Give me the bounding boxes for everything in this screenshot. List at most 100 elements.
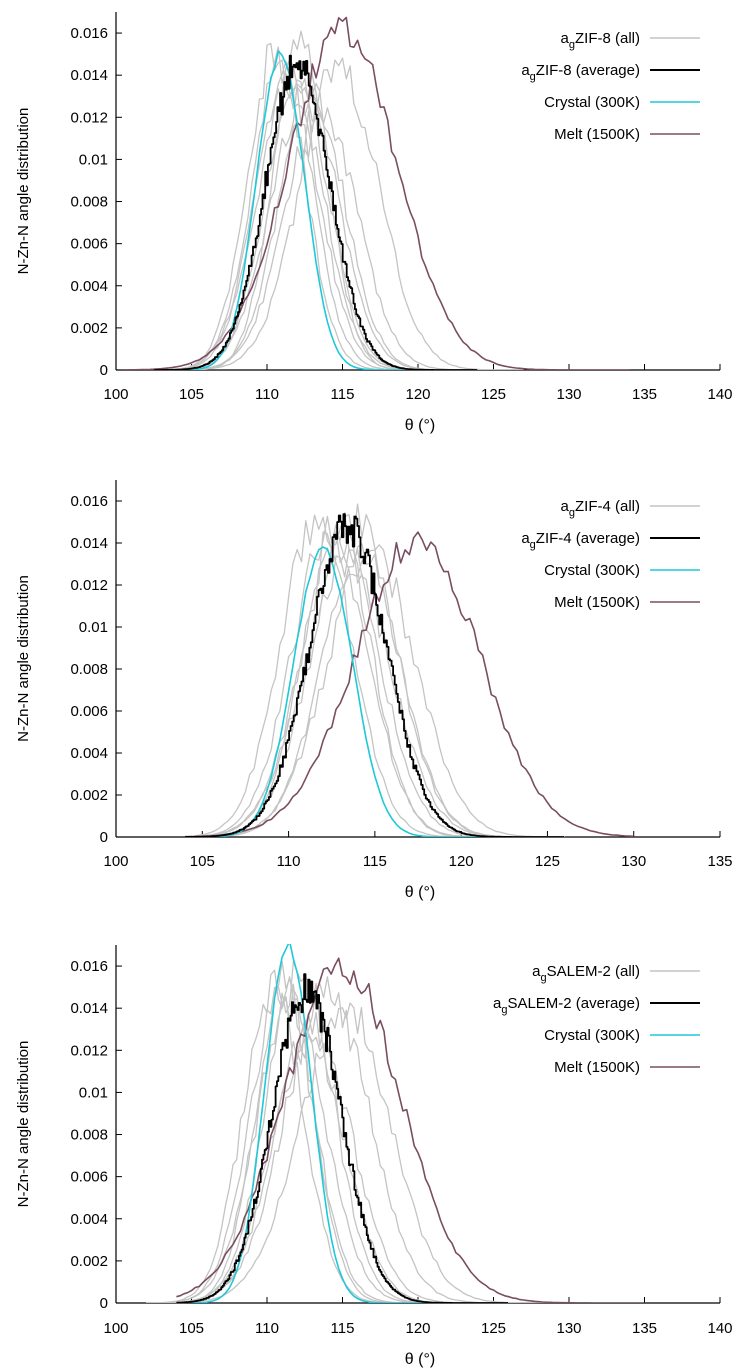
x-tick-label: 130	[556, 1320, 581, 1337]
series-line-average	[176, 973, 508, 1303]
legend-entry: agSALEM-2 (average)	[493, 995, 700, 1016]
x-axis-label: θ (°)	[405, 417, 435, 434]
legend: agSALEM-2 (all) agSALEM-2 (average) Crysta…	[493, 963, 700, 1076]
x-tick-label: 105	[179, 1320, 204, 1337]
y-tick-label: 0.014	[70, 67, 108, 84]
y-tick-label: 0	[100, 362, 108, 379]
legend-entry: Crystal (300K)	[544, 94, 700, 111]
x-tick-label: 115	[331, 1320, 355, 1337]
y-axis-label: N-Zn-N angle distribution	[15, 108, 32, 275]
y-tick-label: 0.016	[70, 958, 108, 975]
x-tick-label: 135	[632, 1320, 657, 1337]
series-line-all	[161, 976, 539, 1303]
x-tick-label: 120	[405, 386, 430, 403]
x-tick-label: 115	[331, 386, 355, 403]
legend-entry: agZIF-4 (all)	[561, 498, 700, 519]
y-tick-label: 0.004	[70, 745, 108, 762]
y-tick-label: 0.012	[70, 577, 108, 594]
x-tick-label: 125	[481, 386, 506, 403]
legend-label-prefix: a	[561, 30, 570, 47]
legend-label: agZIF-4 (average)	[521, 530, 640, 551]
y-tick-label: 0.008	[70, 194, 108, 211]
legend-label-text: Crystal (300K)	[544, 94, 640, 111]
x-tick-label: 135	[632, 386, 657, 403]
series-line-melt	[123, 16, 630, 370]
y-tick-label: 0.006	[70, 703, 108, 720]
legend-label-text: Crystal (300K)	[544, 562, 640, 579]
legend-label-subscript: g	[541, 972, 547, 984]
legend: agZIF-8 (all)agZIF-8 (average)Crystal (3…	[521, 30, 700, 143]
legend-label: Melt (1500K)	[554, 126, 640, 143]
y-tick-label: 0.006	[70, 1169, 108, 1186]
legend-entry: agZIF-4 (average)	[521, 530, 700, 551]
x-tick-label: 130	[556, 386, 581, 403]
y-tick-label: 0.004	[70, 1211, 108, 1228]
legend-label-subscript: g	[530, 539, 536, 551]
chart-panel-1: 100 105 110 115 120 125 130 135 140 0 0.002 0.004 0.…	[15, 12, 733, 434]
series-group	[146, 944, 645, 1303]
x-tick-label: 105	[179, 386, 204, 403]
x-axis-label: θ (°)	[405, 1351, 435, 1368]
y-tick-label: 0.002	[70, 320, 108, 337]
legend-entry: agSALEM-2 (all)	[532, 963, 700, 984]
series-line-all	[184, 514, 513, 837]
x-tick-label: 110	[255, 386, 279, 403]
legend-entry: Crystal (300K)	[544, 562, 700, 579]
y-tick-label: 0.01	[79, 1084, 108, 1101]
legend-entry: agZIF-8 (all)	[561, 30, 700, 51]
x-tick-label: 100	[103, 853, 128, 870]
legend-entry: Melt (1500K)	[554, 126, 700, 143]
chart-panel-2: 100 105 110 115 120 125 130 135 0 0.002 0.004 0.006…	[15, 480, 733, 901]
legend-label-text: ZIF-8 (average)	[536, 62, 640, 79]
x-tick-label: 130	[621, 853, 646, 870]
legend-label-text: Melt (1500K)	[554, 1059, 640, 1076]
y-tick-label: 0.002	[70, 1253, 108, 1270]
y-tick-label: 0	[100, 829, 108, 846]
legend-label: agSALEM-2 (all)	[532, 963, 640, 984]
legend-label: Crystal (300K)	[544, 562, 640, 579]
x-tick-label: 140	[707, 386, 732, 403]
y-tick-label: 0.002	[70, 787, 108, 804]
series-line-melt	[176, 957, 645, 1303]
x-tick-label: 100	[103, 1320, 128, 1337]
chart-panel-3: 100 105 110 115 120 125 130 135 140 0 0.002 0.004 0.…	[15, 944, 733, 1368]
series-line-all	[176, 78, 479, 370]
x-tick-label: 105	[190, 853, 215, 870]
legend-label: agZIF-8 (all)	[561, 30, 640, 51]
x-tick-label: 120	[405, 1320, 430, 1337]
series-line-all	[202, 530, 531, 837]
x-tick-label: 110	[277, 853, 301, 870]
y-tick-label: 0	[100, 1295, 108, 1312]
x-tick-label: 135	[707, 853, 732, 870]
legend-label: Melt (1500K)	[554, 594, 640, 611]
series-line-melt	[185, 531, 634, 837]
x-tick-label: 140	[707, 1320, 732, 1337]
legend-label: agZIF-8 (average)	[521, 62, 640, 83]
series-line-crystal	[191, 944, 434, 1303]
series-line-all	[176, 97, 494, 370]
y-tick-label: 0.006	[70, 236, 108, 253]
legend-label-prefix: a	[561, 498, 570, 515]
series-group	[184, 503, 634, 837]
y-tick-label: 0.016	[70, 493, 108, 510]
x-tick-label: 115	[363, 853, 387, 870]
y-tick-label: 0.008	[70, 661, 108, 678]
y-axis-label: N-Zn-N angle distribution	[15, 1041, 32, 1208]
legend-entry: Melt (1500K)	[554, 1059, 700, 1076]
legend-label-subscript: g	[530, 71, 536, 83]
legend-label-subscript: g	[501, 1004, 507, 1016]
y-tick-label: 0.012	[70, 109, 108, 126]
legend-label-text: Melt (1500K)	[554, 126, 640, 143]
x-tick-label: 125	[535, 853, 560, 870]
legend-label-prefix: a	[521, 530, 530, 547]
x-axis-label: θ (°)	[405, 884, 435, 901]
legend-label-text: Melt (1500K)	[554, 594, 640, 611]
y-tick-label: 0.004	[70, 278, 108, 295]
legend-label-text: ZIF-4 (all)	[575, 498, 640, 515]
y-tick-label: 0.01	[79, 151, 108, 168]
legend-label: Crystal (300K)	[544, 1027, 640, 1044]
legend-label-subscript: g	[569, 39, 575, 51]
y-axis-label: N-Zn-N angle distribution	[15, 575, 32, 742]
series-line-all	[191, 57, 524, 370]
legend-label-text: ZIF-4 (average)	[536, 530, 640, 547]
